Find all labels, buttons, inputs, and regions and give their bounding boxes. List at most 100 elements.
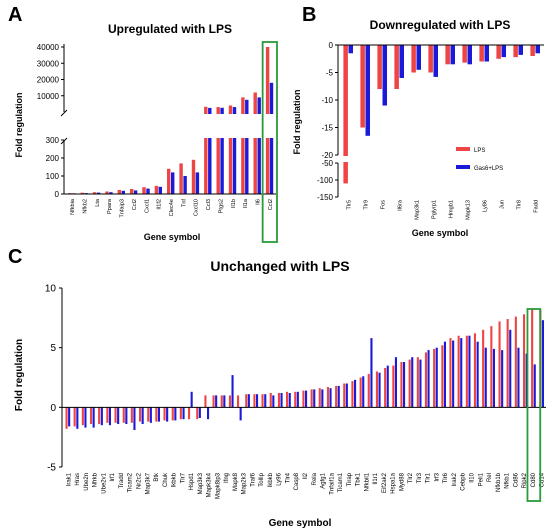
bar-a-gas6-5: [133, 190, 138, 194]
bar-c-lps-13: [171, 407, 174, 421]
bar-c-lps-44: [424, 352, 427, 408]
bar-a-lps-1: [80, 192, 84, 194]
bar-c-lps-52: [490, 326, 493, 408]
bar-a-gas6-6: [146, 188, 150, 194]
tick-label-a-10: Cxcl10: [194, 199, 200, 216]
bar-c-gas6-41: [403, 362, 406, 408]
tick-label-c-47: Peli1: [478, 472, 484, 486]
bar-c-lps-4: [98, 407, 101, 424]
bar-b-gas6-6: [450, 45, 455, 65]
tick-label-c-11: Chuk: [163, 472, 169, 487]
bar-c-gas6-6: [117, 407, 120, 424]
bar-c-lps-53: [498, 321, 501, 408]
bar-c-lps-33: [335, 385, 338, 408]
bar-c-gas6-44: [427, 350, 430, 408]
ytick-label-b-up-1: -5: [326, 69, 334, 78]
bar-c-lps-25: [269, 393, 272, 408]
tick-label-c-22: Tollip: [259, 472, 265, 486]
bar-b-lps-8: [479, 45, 484, 62]
bar-c-lps-16: [196, 407, 199, 420]
bar-b-gas6-5: [433, 45, 438, 77]
bar-b-lps-4: [411, 45, 416, 73]
tick-label-c-4: Ube2v1: [101, 472, 107, 493]
bar-b-gas6-11: [535, 45, 540, 54]
bar-a-lps-5: [130, 189, 134, 194]
tick-label-c-41: Tlr1: [426, 472, 432, 483]
tick-label-c-48: Rel: [487, 473, 493, 482]
bar-c-lps-22: [245, 394, 248, 408]
bar-c-lps-14: [179, 407, 182, 420]
x-axis-title-b: Gene symbol: [412, 228, 469, 238]
tick-label-c-13: Tlr7: [180, 472, 186, 483]
bar-a-gas6-11: [208, 107, 212, 194]
panel-b-letter: B: [302, 4, 317, 26]
tick-label-b-5: Pglyrp1: [432, 200, 438, 219]
bar-c-gas6-55: [517, 347, 520, 408]
tick-label-c-12: Ikbkb: [172, 472, 178, 487]
bar-a-lps-8: [167, 168, 171, 194]
bar-a-lps-12: [216, 107, 220, 194]
ytick-label-b-up-2: -10: [321, 96, 333, 105]
bar-c-lps-8: [130, 407, 133, 423]
bar-c-gas6-13: [174, 407, 177, 421]
bar-c-lps-35: [351, 381, 354, 408]
bar-c-lps-18: [212, 395, 215, 408]
bar-c-gas6-7: [125, 407, 128, 424]
bar-c-lps-51: [482, 329, 485, 408]
bar-a-gas6-2: [96, 192, 101, 194]
bar-c-lps-29: [302, 390, 305, 408]
tick-label-a-4: Tnfaip3: [120, 199, 126, 218]
bar-c-gas6-54: [509, 329, 512, 408]
bar-c-lps-37: [367, 373, 370, 408]
bar-a-lps-14: [241, 97, 245, 194]
bar-c-lps-48: [457, 335, 460, 408]
tick-label-c-3: Nfrkb: [93, 472, 99, 487]
tick-label-c-51: Cd86: [513, 472, 519, 487]
tick-label-a-5: Ccl2: [132, 199, 138, 210]
legend-label-b-0: LPS: [474, 148, 485, 154]
bar-b-gas6-3: [399, 45, 404, 78]
tick-label-c-9: Map3k7: [145, 472, 151, 494]
tick-label-b-7: Mapk13: [466, 200, 472, 220]
bar-c-lps-3: [90, 407, 93, 424]
bar-c-gas6-20: [231, 375, 234, 408]
tick-label-c-54: Cd14: [540, 472, 546, 487]
tick-label-a-16: Ccl2: [268, 199, 274, 210]
bar-b-gas6-8: [484, 45, 489, 62]
bar-c-gas6-1: [76, 407, 79, 429]
bar-a-gas6-8: [171, 172, 175, 194]
bar-c-gas6-34: [345, 383, 348, 408]
tick-label-c-15: Map3k3: [198, 472, 204, 494]
tick-label-c-37: Hspa1a: [391, 472, 397, 493]
bar-c-gas6-57: [533, 364, 536, 408]
bar-c-lps-32: [326, 387, 329, 408]
bar-c-lps-56: [523, 314, 526, 408]
bar-a-gas6-15: [257, 97, 261, 194]
bar-c-gas6-45: [435, 347, 438, 408]
tick-label-c-5: Irf1: [110, 472, 116, 481]
bar-b-lps-2: [377, 45, 382, 89]
tick-label-a-8: Clec4e: [169, 199, 175, 216]
bar-c-lps-19: [220, 395, 223, 408]
bar-c-lps-54: [506, 319, 509, 408]
tick-label-b-3: Il6ra: [398, 199, 404, 211]
bar-c-gas6-4: [100, 407, 103, 426]
ytick-label-a-low-0: 0: [55, 190, 60, 199]
bar-c-gas6-58: [541, 320, 544, 408]
bar-c-lps-30: [310, 389, 313, 408]
tick-label-c-10: Btk: [154, 472, 160, 482]
bar-c-gas6-50: [476, 341, 479, 408]
bar-c-gas6-27: [288, 393, 291, 408]
bar-b-gas6-4: [416, 45, 421, 70]
bar-b-lps-3: [394, 45, 399, 89]
bar-c-gas6-35: [354, 379, 357, 408]
tick-label-b-2: Fos: [381, 200, 387, 210]
bar-c-gas6-8: [133, 407, 136, 430]
tick-label-a-14: Il1a: [243, 198, 249, 208]
tick-label-a-1: Nfkb2: [83, 199, 89, 214]
bar-c-lps-11: [155, 407, 158, 422]
tick-label-c-31: Ticam1: [338, 472, 344, 492]
tick-label-a-7: Il1f2: [157, 199, 163, 210]
ytick-label-c-3: 10: [45, 284, 57, 295]
